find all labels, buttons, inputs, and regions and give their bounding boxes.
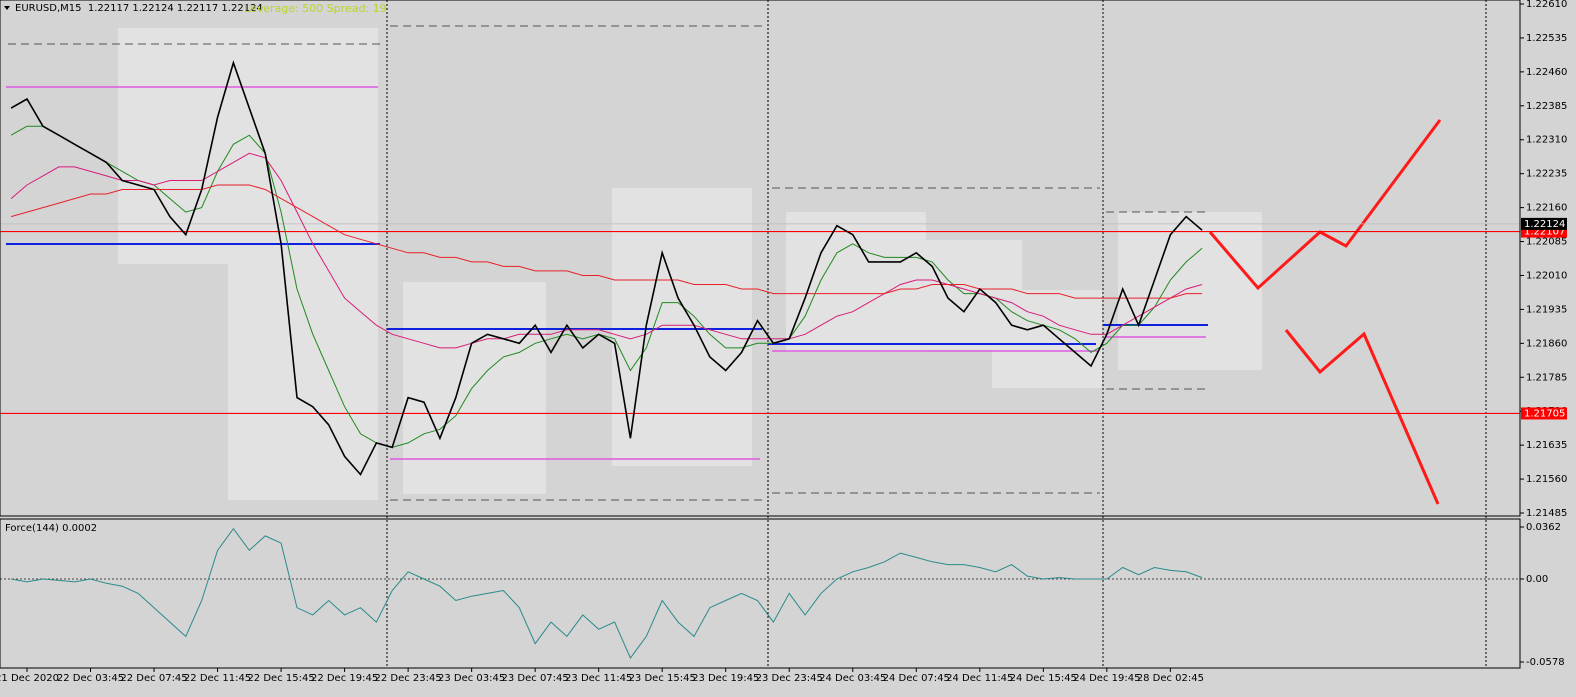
moving-average bbox=[10, 184, 1203, 299]
indicator-title: Force(144) 0.0002 bbox=[5, 523, 97, 534]
y-tick-label: 1.21560 bbox=[1526, 474, 1567, 485]
y-tick-label: 1.22535 bbox=[1526, 33, 1567, 44]
symbol-header: EURUSD,M15 1.22117 1.22124 1.22117 1.221… bbox=[15, 3, 263, 14]
x-tick-label: 22 Dec 19:45 bbox=[311, 673, 378, 684]
y-tick-label: 1.21635 bbox=[1526, 440, 1567, 451]
x-tick-label: 22 Dec 03:45 bbox=[57, 673, 124, 684]
zone bbox=[992, 290, 1102, 388]
x-tick-label: 23 Dec 03:45 bbox=[438, 673, 505, 684]
menu-arrow[interactable] bbox=[4, 6, 10, 10]
x-tick-label: 22 Dec 23:45 bbox=[374, 673, 441, 684]
leverage-info: Leverage: 500 Spread: 19 bbox=[244, 2, 387, 15]
projection-down bbox=[1284, 329, 1440, 505]
main-pane-frame bbox=[0, 0, 1521, 517]
zone bbox=[612, 188, 752, 466]
bid-tag bbox=[1521, 217, 1567, 230]
y-tick-label: 1.21935 bbox=[1526, 304, 1567, 315]
y-tick-label: 1.22010 bbox=[1526, 270, 1567, 281]
y-tick-label: 1.21860 bbox=[1526, 338, 1567, 349]
x-tick-label: 23 Dec 15:45 bbox=[629, 673, 696, 684]
x-tick-label: 22 Dec 11:45 bbox=[184, 673, 251, 684]
y-tick-label: 1.21785 bbox=[1526, 372, 1567, 383]
x-tick-label: 22 Dec 15:45 bbox=[247, 673, 314, 684]
x-tick-label: 24 Dec 19:45 bbox=[1073, 673, 1140, 684]
y-tick-label: 1.22085 bbox=[1526, 237, 1567, 248]
price-line bbox=[10, 60, 1203, 476]
drawn-levels bbox=[6, 86, 1208, 460]
x-tick-label: 24 Dec 03:45 bbox=[819, 673, 886, 684]
y-tick-label: 1.21485 bbox=[1526, 508, 1567, 519]
price-level-label: 1.22107 bbox=[1524, 227, 1565, 238]
y-tick-label: 1.22235 bbox=[1526, 169, 1567, 180]
x-tick-label: 23 Dec 19:45 bbox=[692, 673, 759, 684]
zone bbox=[228, 28, 378, 500]
moving-average bbox=[10, 152, 1203, 349]
y-tick-label: 1.22610 bbox=[1526, 0, 1567, 10]
indicator-tick-label: 0.0362 bbox=[1526, 522, 1561, 533]
x-tick-label: 24 Dec 11:45 bbox=[946, 673, 1013, 684]
zone bbox=[403, 282, 546, 494]
x-tick-label: 24 Dec 15:45 bbox=[1010, 673, 1077, 684]
x-tick-label: 21 Dec 2020 bbox=[0, 673, 59, 684]
indicator-tick-label: -0.0578 bbox=[1526, 657, 1565, 668]
indicator-tick-label: 0.00 bbox=[1526, 574, 1548, 585]
range-lines bbox=[8, 25, 1208, 501]
x-tick-label: 28 Dec 02:45 bbox=[1137, 673, 1204, 684]
session-zones bbox=[118, 28, 1262, 500]
plot: 1.22610 1.22535 1.22460 1.22385 1.22310 1.222… bbox=[0, 0, 1567, 684]
y-tick-label: 1.22160 bbox=[1526, 203, 1567, 214]
y-tick-label: 1.22460 bbox=[1526, 67, 1567, 78]
price-level-label: 1.21705 bbox=[1524, 408, 1565, 419]
x-tick-label: 23 Dec 11:45 bbox=[565, 673, 632, 684]
price-level-tag bbox=[1521, 407, 1567, 420]
y-tick-label: 1.22310 bbox=[1526, 135, 1567, 146]
x-tick-label: 23 Dec 07:45 bbox=[502, 673, 569, 684]
moving-average bbox=[10, 125, 1203, 448]
y-tick-label: 1.22385 bbox=[1526, 101, 1567, 112]
x-tick-label: 22 Dec 07:45 bbox=[120, 673, 187, 684]
x-tick-label: 24 Dec 07:45 bbox=[883, 673, 950, 684]
bid-label: 1.22124 bbox=[1524, 219, 1565, 230]
force-line bbox=[11, 527, 1203, 659]
indicator-pane-frame bbox=[0, 518, 1521, 669]
zone bbox=[118, 28, 228, 264]
x-tick-label: 23 Dec 23:45 bbox=[756, 673, 823, 684]
zone bbox=[1118, 212, 1262, 370]
